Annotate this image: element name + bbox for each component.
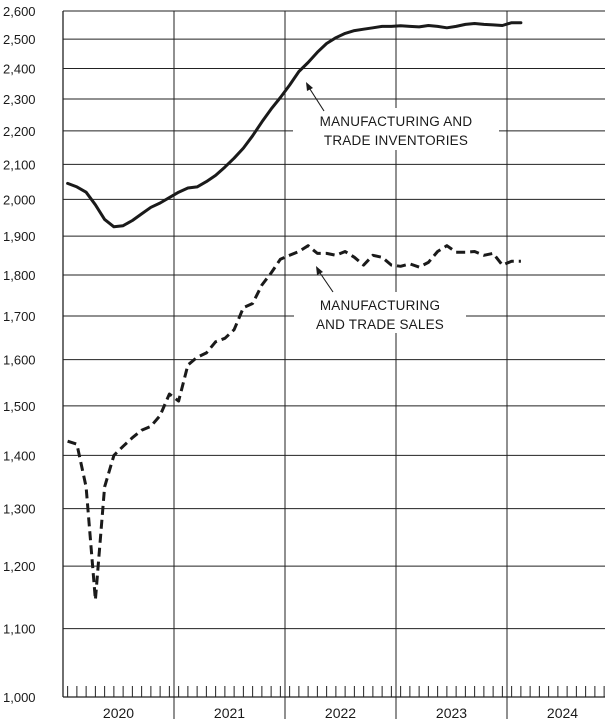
inventories-arrowhead [306,82,313,91]
series-lines [66,21,523,602]
inventories-label-line1: MANUFACTURING AND [320,114,473,129]
sales-label-backing [294,292,466,333]
y-tick-label: 1,500 [3,399,36,414]
y-tick-label: 2,400 [3,61,36,76]
y-tick-label: 1,900 [3,229,36,244]
inventories-label-line2: TRADE INVENTORIES [324,133,468,148]
sales-arrow [317,269,334,293]
y-tick-label: 2,000 [3,192,36,207]
inventories-label-backing [293,108,499,150]
x-tick-label-year: 2022 [325,705,356,721]
sales-arrowhead [316,266,323,275]
y-tick-label: 2,500 [3,32,36,47]
y-tick-label: 1,700 [3,309,36,324]
y-tick-label: 1,800 [3,268,36,283]
annotations: MANUFACTURING AND TRADE INVENTORIES MANU… [293,82,499,333]
sales-label-line2: AND TRADE SALES [316,317,444,332]
sales-label-line1: MANUFACTURING [320,298,440,313]
inventories-arrow [307,85,325,112]
y-tick-label: 2,200 [3,124,36,139]
y-tick-label: 1,400 [3,448,36,463]
y-tick-label: 1,300 [3,502,36,517]
y-tick-label: 1,600 [3,353,36,368]
x-tick-label-year: 2021 [214,705,245,721]
x-tick-label-year: 2020 [103,705,134,721]
y-tick-label: 1,200 [3,559,36,574]
y-axis-tick-labels: 1,000 1,100 1,200 1,300 1,400 1,500 1,600 1,700… [3,4,36,705]
y-tick-label: 1,000 [3,690,36,705]
x-axis: 2020 2021 2022 2023 2024 [63,686,605,721]
series-line-inventories [66,21,523,229]
series-line-sales [67,244,521,602]
x-tick-label-year: 2024 [547,705,578,721]
y-tick-label: 2,600 [3,4,36,19]
y-tick-label: 2,300 [3,92,36,107]
x-tick-label-year: 2023 [436,705,467,721]
y-tick-label: 1,100 [3,622,36,637]
y-tick-label: 2,100 [3,157,36,172]
